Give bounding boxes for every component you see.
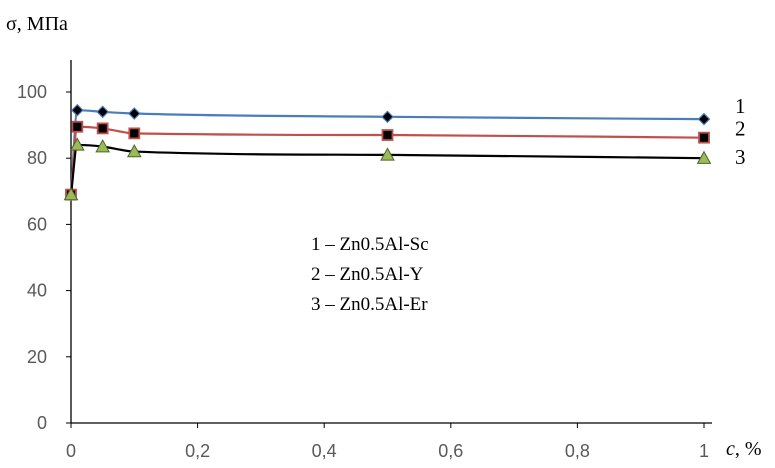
series-3 (63, 137, 712, 201)
data-point-triangle (380, 147, 395, 161)
x-tick-label: 0 (66, 441, 76, 461)
legend-entry-3: 3 – Zn0.5Al-Er (311, 294, 428, 315)
x-tick-label: 1 (699, 441, 709, 461)
data-point-square (128, 127, 141, 140)
y-tick-label: 20 (27, 347, 47, 367)
x-axis-title-variable: c (726, 438, 735, 460)
data-point-diamond (697, 112, 711, 126)
axes: 0 20 40 60 80 100 0 0,2 0,4 0,6 0,8 1 (17, 60, 712, 461)
legend-entry-2: 2 – Zn0.5Al-Y (311, 264, 424, 285)
x-tick-label: 0,8 (565, 441, 590, 461)
series-label-2: 2 (735, 117, 746, 141)
data-point-diamond (127, 107, 141, 120)
y-tick-label: 0 (37, 413, 47, 433)
data-point-triangle (95, 139, 110, 153)
series-label-1: 1 (735, 94, 746, 118)
series-layer (63, 103, 712, 201)
x-tick-label: 0,4 (312, 441, 337, 461)
data-point-diamond (381, 110, 394, 124)
data-point-triangle (126, 144, 142, 158)
x-axis-title: c, % (726, 438, 762, 460)
y-tick-label: 80 (27, 148, 47, 168)
data-point-square (96, 122, 109, 135)
data-point-diamond (96, 105, 109, 119)
x-axis-title-unit: , % (735, 438, 762, 460)
x-tick-label: 0,6 (438, 441, 463, 461)
data-point-square (381, 129, 394, 141)
data-point-square (71, 120, 84, 133)
data-point-square (698, 131, 710, 144)
y-axis-title: σ, МПа (6, 13, 68, 35)
x-tick-label: 0,2 (185, 441, 210, 461)
y-tick-label: 40 (27, 281, 47, 301)
series-label-3: 3 (735, 145, 746, 169)
y-tick-label: 60 (27, 214, 47, 234)
data-point-triangle (696, 150, 712, 164)
data-point-triangle (63, 187, 79, 201)
series-2 (65, 120, 710, 201)
data-point-diamond (70, 103, 84, 117)
y-tick-label: 100 (17, 82, 47, 102)
legend-entry-1: 1 – Zn0.5Al-Sc (311, 234, 429, 255)
data-point-triangle (69, 137, 85, 151)
